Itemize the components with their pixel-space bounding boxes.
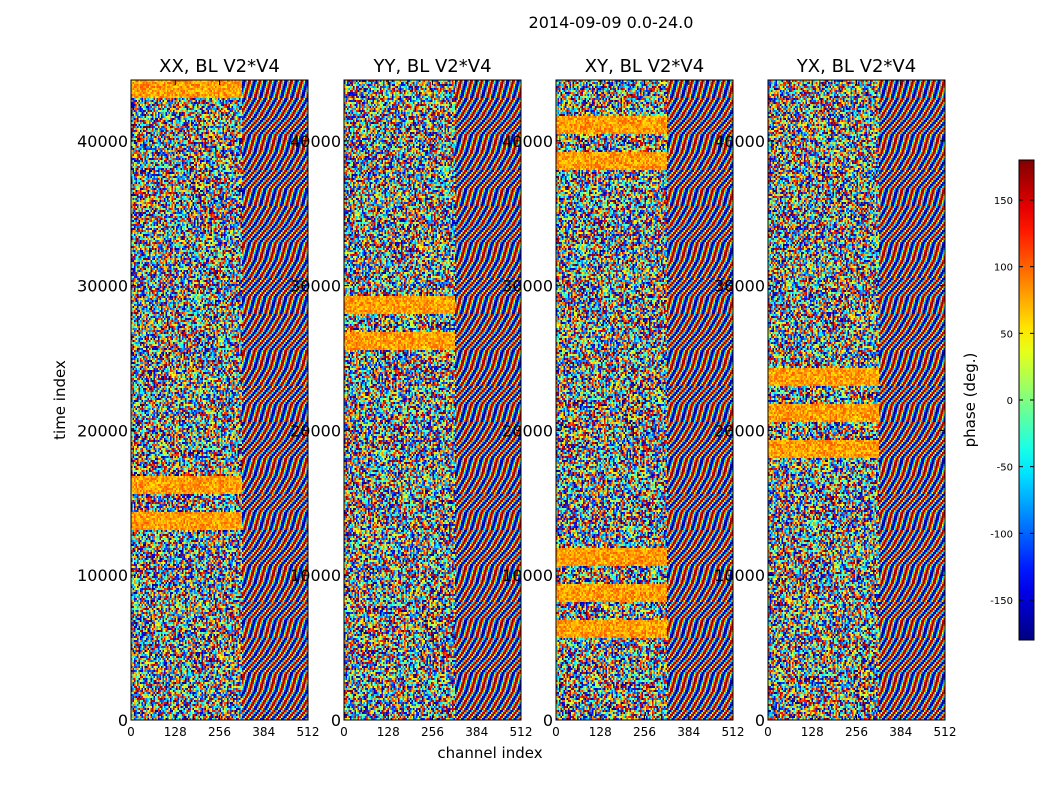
colorbar-tick-label: -50	[997, 463, 1013, 474]
x-tick-label: 128	[377, 725, 400, 739]
y-tick-label: 20000	[502, 421, 553, 440]
y-tick-label: 40000	[502, 132, 553, 151]
panel-title: YX, BL V2*V4	[796, 56, 916, 77]
x-tick-label: 512	[934, 725, 957, 739]
y-tick-label: 20000	[714, 421, 765, 440]
panel-title: XY, BL V2*V4	[585, 56, 704, 77]
x-tick-label: 256	[421, 725, 444, 739]
panel-2: YY, BL V2*V4 0 128 256 384 512 0 10000 20000 3000…	[290, 56, 532, 739]
x-tick-label: 0	[552, 725, 560, 739]
y-tick-label: 10000	[290, 566, 341, 585]
y-axis-label: time index	[51, 360, 69, 440]
panel-1: XX, BL V2*V4 0 128 256 384 512 0 10000 20000 3000…	[77, 56, 319, 739]
figure-title: 2014-09-09 0.0-24.0	[529, 13, 694, 32]
heatmap-image	[768, 80, 945, 720]
panel-title: YY, BL V2*V4	[372, 56, 491, 77]
y-tick-label: 40000	[77, 132, 128, 151]
panel-4: YX, BL V2*V4 0 128 256 384 512 0 10000 20000 3000…	[714, 56, 956, 739]
x-tick-label: 256	[633, 725, 656, 739]
y-tick-label: 40000	[290, 132, 341, 151]
colorbar-label: phase (deg.)	[961, 353, 979, 448]
y-tick-label: 0	[118, 711, 128, 730]
x-tick-label: 384	[252, 725, 275, 739]
colorbar-tick-label: 50	[1000, 329, 1013, 340]
x-tick-label: 256	[845, 725, 868, 739]
y-tick-label: 10000	[502, 566, 553, 585]
x-tick-label: 384	[465, 725, 488, 739]
colorbar-tick-label: -150	[990, 596, 1013, 607]
panels-group: XX, BL V2*V4 0 128 256 384 512 0 10000 20000 3000…	[77, 56, 956, 739]
x-tick-label: 0	[764, 725, 772, 739]
y-tick-label: 0	[543, 711, 553, 730]
colorbar-tick-label: 100	[994, 263, 1013, 274]
colorbar: 150 100 50 0 -50 -100 -150 phase (deg.)	[961, 159, 1035, 641]
x-tick-label: 0	[340, 725, 348, 739]
colorbar-tick-label: 0	[1007, 396, 1013, 407]
x-tick-label: 512	[722, 725, 745, 739]
y-tick-label: 30000	[290, 277, 341, 296]
y-tick-label: 30000	[502, 277, 553, 296]
x-axis-label: channel index	[437, 744, 542, 762]
heatmap-image	[556, 80, 733, 720]
x-tick-label: 256	[208, 725, 231, 739]
x-tick-label: 512	[510, 725, 533, 739]
x-tick-label: 384	[677, 725, 700, 739]
y-tick-label: 10000	[714, 566, 765, 585]
panel-3: XY, BL V2*V4 0 128 256 384 512 0 10000 20000 3000…	[502, 56, 744, 739]
colorbar-tick-label: -100	[990, 529, 1013, 540]
y-tick-label: 0	[755, 711, 765, 730]
colorbar-tick-label: 150	[994, 196, 1013, 207]
y-tick-label: 20000	[77, 421, 128, 440]
y-tick-label: 30000	[77, 277, 128, 296]
y-tick-label: 0	[331, 711, 341, 730]
y-tick-label: 20000	[290, 421, 341, 440]
x-tick-label: 128	[801, 725, 824, 739]
heatmap-image	[131, 80, 308, 720]
x-tick-label: 0	[127, 725, 135, 739]
x-tick-label: 384	[889, 725, 912, 739]
x-tick-label: 512	[297, 725, 320, 739]
y-tick-label: 30000	[714, 277, 765, 296]
y-tick-label: 10000	[77, 566, 128, 585]
x-tick-label: 128	[589, 725, 612, 739]
x-tick-label: 128	[164, 725, 187, 739]
panel-title: XX, BL V2*V4	[159, 56, 280, 77]
heatmap-image	[344, 80, 521, 720]
y-tick-label: 40000	[714, 132, 765, 151]
